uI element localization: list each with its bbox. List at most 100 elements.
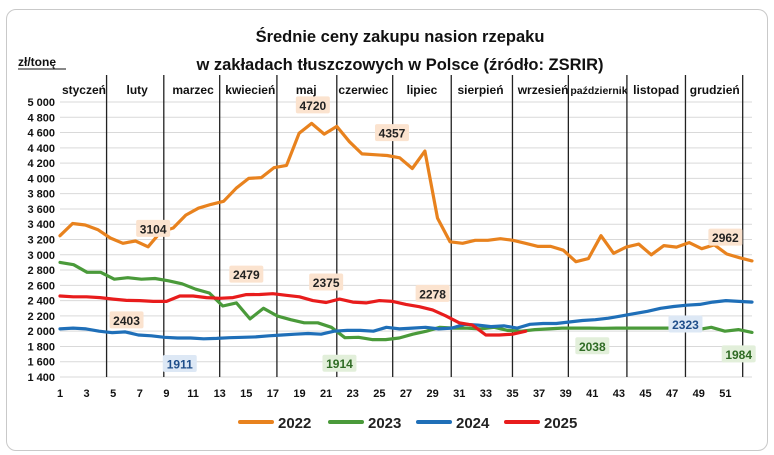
y-tick-label: 2 200 bbox=[27, 311, 55, 323]
data-label: 1914 bbox=[322, 354, 357, 372]
month-labels: styczeń luty marzec kwiecień maj czerwiec lipi… bbox=[62, 83, 740, 97]
x-tick-label: 7 bbox=[137, 388, 143, 400]
data-label-box bbox=[162, 354, 197, 372]
y-axis-label: zł/tonę bbox=[18, 55, 56, 69]
series-line-2025 bbox=[58, 292, 528, 337]
data-label-box bbox=[375, 124, 409, 142]
data-label: 2278 bbox=[415, 284, 450, 302]
x-tick-label: 11 bbox=[187, 388, 199, 400]
x-tick-label: 21 bbox=[320, 388, 332, 400]
month-label: październik bbox=[570, 85, 627, 97]
x-tick-label: 37 bbox=[533, 388, 545, 400]
chart-title-line-2: w zakładach tłuszczowych w Polsce (źródł… bbox=[195, 56, 603, 74]
y-tick-label: 4 400 bbox=[27, 143, 55, 155]
x-tick-labels: 1 3 5 7 9 11 13 15 17 19 21 23 25 27 29 31 33 35 37 39 41 43 4… bbox=[57, 388, 732, 400]
x-tick-label: 17 bbox=[267, 388, 279, 400]
legend: 2022 2023 2024 2025 bbox=[238, 415, 577, 432]
data-label: 2038 bbox=[575, 337, 610, 355]
data-labels: 3104 4720 4357 2962 2479 2375 2403 2278 1911 2323… bbox=[109, 96, 756, 372]
x-tick-label: 39 bbox=[560, 388, 572, 400]
x-tick-label: 29 bbox=[426, 388, 438, 400]
x-tick-label: 15 bbox=[240, 388, 252, 400]
x-tick-label: 43 bbox=[613, 388, 625, 400]
x-tick-label: 23 bbox=[347, 388, 359, 400]
data-label: 1984 bbox=[721, 345, 756, 363]
data-label-box bbox=[721, 345, 756, 363]
legend-label-2023: 2023 bbox=[368, 415, 401, 432]
data-label-text: 2278 bbox=[419, 287, 446, 301]
data-label-text: 2038 bbox=[579, 340, 606, 354]
data-label-box bbox=[229, 265, 264, 283]
month-label: listopad bbox=[633, 83, 679, 97]
x-tick-label: 1 bbox=[57, 388, 63, 400]
data-label-box bbox=[668, 315, 703, 333]
data-label: 2403 bbox=[109, 311, 144, 329]
data-label-text: 2323 bbox=[672, 318, 699, 332]
y-tick-label: 4 200 bbox=[27, 158, 55, 170]
x-tick-label: 25 bbox=[373, 388, 385, 400]
data-label-text: 4357 bbox=[379, 127, 406, 141]
y-tick-label: 3 000 bbox=[27, 250, 55, 262]
data-label-text: 2479 bbox=[233, 268, 260, 282]
series-line-2022 bbox=[58, 121, 754, 264]
legend-label-2025: 2025 bbox=[544, 415, 577, 432]
month-label: luty bbox=[127, 83, 149, 97]
data-label-text: 1914 bbox=[326, 357, 353, 371]
y-tick-label: 2 000 bbox=[27, 326, 55, 338]
y-tick-label: 3 400 bbox=[27, 219, 55, 231]
data-label: 4720 bbox=[295, 96, 330, 114]
x-tick-label: 5 bbox=[110, 388, 116, 400]
data-label-text: 2403 bbox=[113, 314, 140, 328]
data-label: 1911 bbox=[162, 354, 197, 372]
data-label-box bbox=[309, 273, 344, 291]
data-label-box bbox=[708, 228, 743, 246]
data-label-text: 4720 bbox=[299, 99, 326, 113]
y-tick-label: 2 600 bbox=[27, 280, 55, 292]
y-tick-label: 1 400 bbox=[27, 372, 55, 384]
month-label: kwiecień bbox=[225, 83, 275, 97]
data-label: 3104 bbox=[136, 219, 171, 237]
y-tick-label: 3 600 bbox=[27, 204, 55, 216]
series-line-2023 bbox=[58, 260, 754, 342]
month-label: lipiec bbox=[407, 83, 438, 97]
month-label: wrzesień bbox=[517, 83, 569, 97]
y-tick-labels: 1 400 1 600 1 800 2 000 2 200 2 400 2 600 2 800… bbox=[27, 97, 55, 384]
data-label: 2479 bbox=[229, 265, 264, 283]
x-tick-label: 9 bbox=[163, 388, 169, 400]
month-label: grudzień bbox=[690, 83, 740, 97]
series-lines bbox=[58, 121, 754, 342]
data-label: 2323 bbox=[668, 315, 703, 333]
y-tick-label: 2 400 bbox=[27, 296, 55, 308]
data-label-box bbox=[295, 96, 330, 114]
month-label: maj bbox=[296, 83, 317, 97]
data-label-text: 2375 bbox=[313, 276, 340, 290]
data-label-text: 1911 bbox=[167, 357, 193, 371]
data-label-text: 2962 bbox=[712, 231, 739, 245]
x-tick-label: 49 bbox=[693, 388, 705, 400]
x-tick-label: 19 bbox=[293, 388, 305, 400]
y-tick-label: 3 800 bbox=[27, 189, 55, 201]
x-tick-label: 31 bbox=[453, 388, 465, 400]
data-label-box bbox=[415, 284, 450, 302]
x-tick-label: 47 bbox=[666, 388, 678, 400]
x-tick-label: 3 bbox=[84, 388, 90, 400]
data-label: 2375 bbox=[309, 273, 344, 291]
data-label-box bbox=[136, 219, 171, 237]
chart-title-line-1: Średnie ceny zakupu nasion rzepaku bbox=[256, 27, 545, 46]
month-label: czerwiec bbox=[338, 83, 388, 97]
y-tick-label: 3 200 bbox=[27, 235, 55, 247]
y-tick-label: 4 000 bbox=[27, 173, 55, 185]
x-tick-label: 41 bbox=[586, 388, 598, 400]
y-tick-label: 1 600 bbox=[27, 357, 55, 369]
x-tick-label: 27 bbox=[400, 388, 412, 400]
x-tick-label: 45 bbox=[639, 388, 651, 400]
legend-label-2022: 2022 bbox=[278, 415, 311, 432]
data-label-text: 3104 bbox=[140, 222, 167, 236]
month-label: sierpień bbox=[458, 83, 504, 97]
series-line-2024 bbox=[58, 299, 754, 341]
x-tick-label: 33 bbox=[480, 388, 492, 400]
month-label: marzec bbox=[172, 83, 214, 97]
x-tick-label: 13 bbox=[214, 388, 226, 400]
data-label-text: 1984 bbox=[725, 348, 752, 362]
